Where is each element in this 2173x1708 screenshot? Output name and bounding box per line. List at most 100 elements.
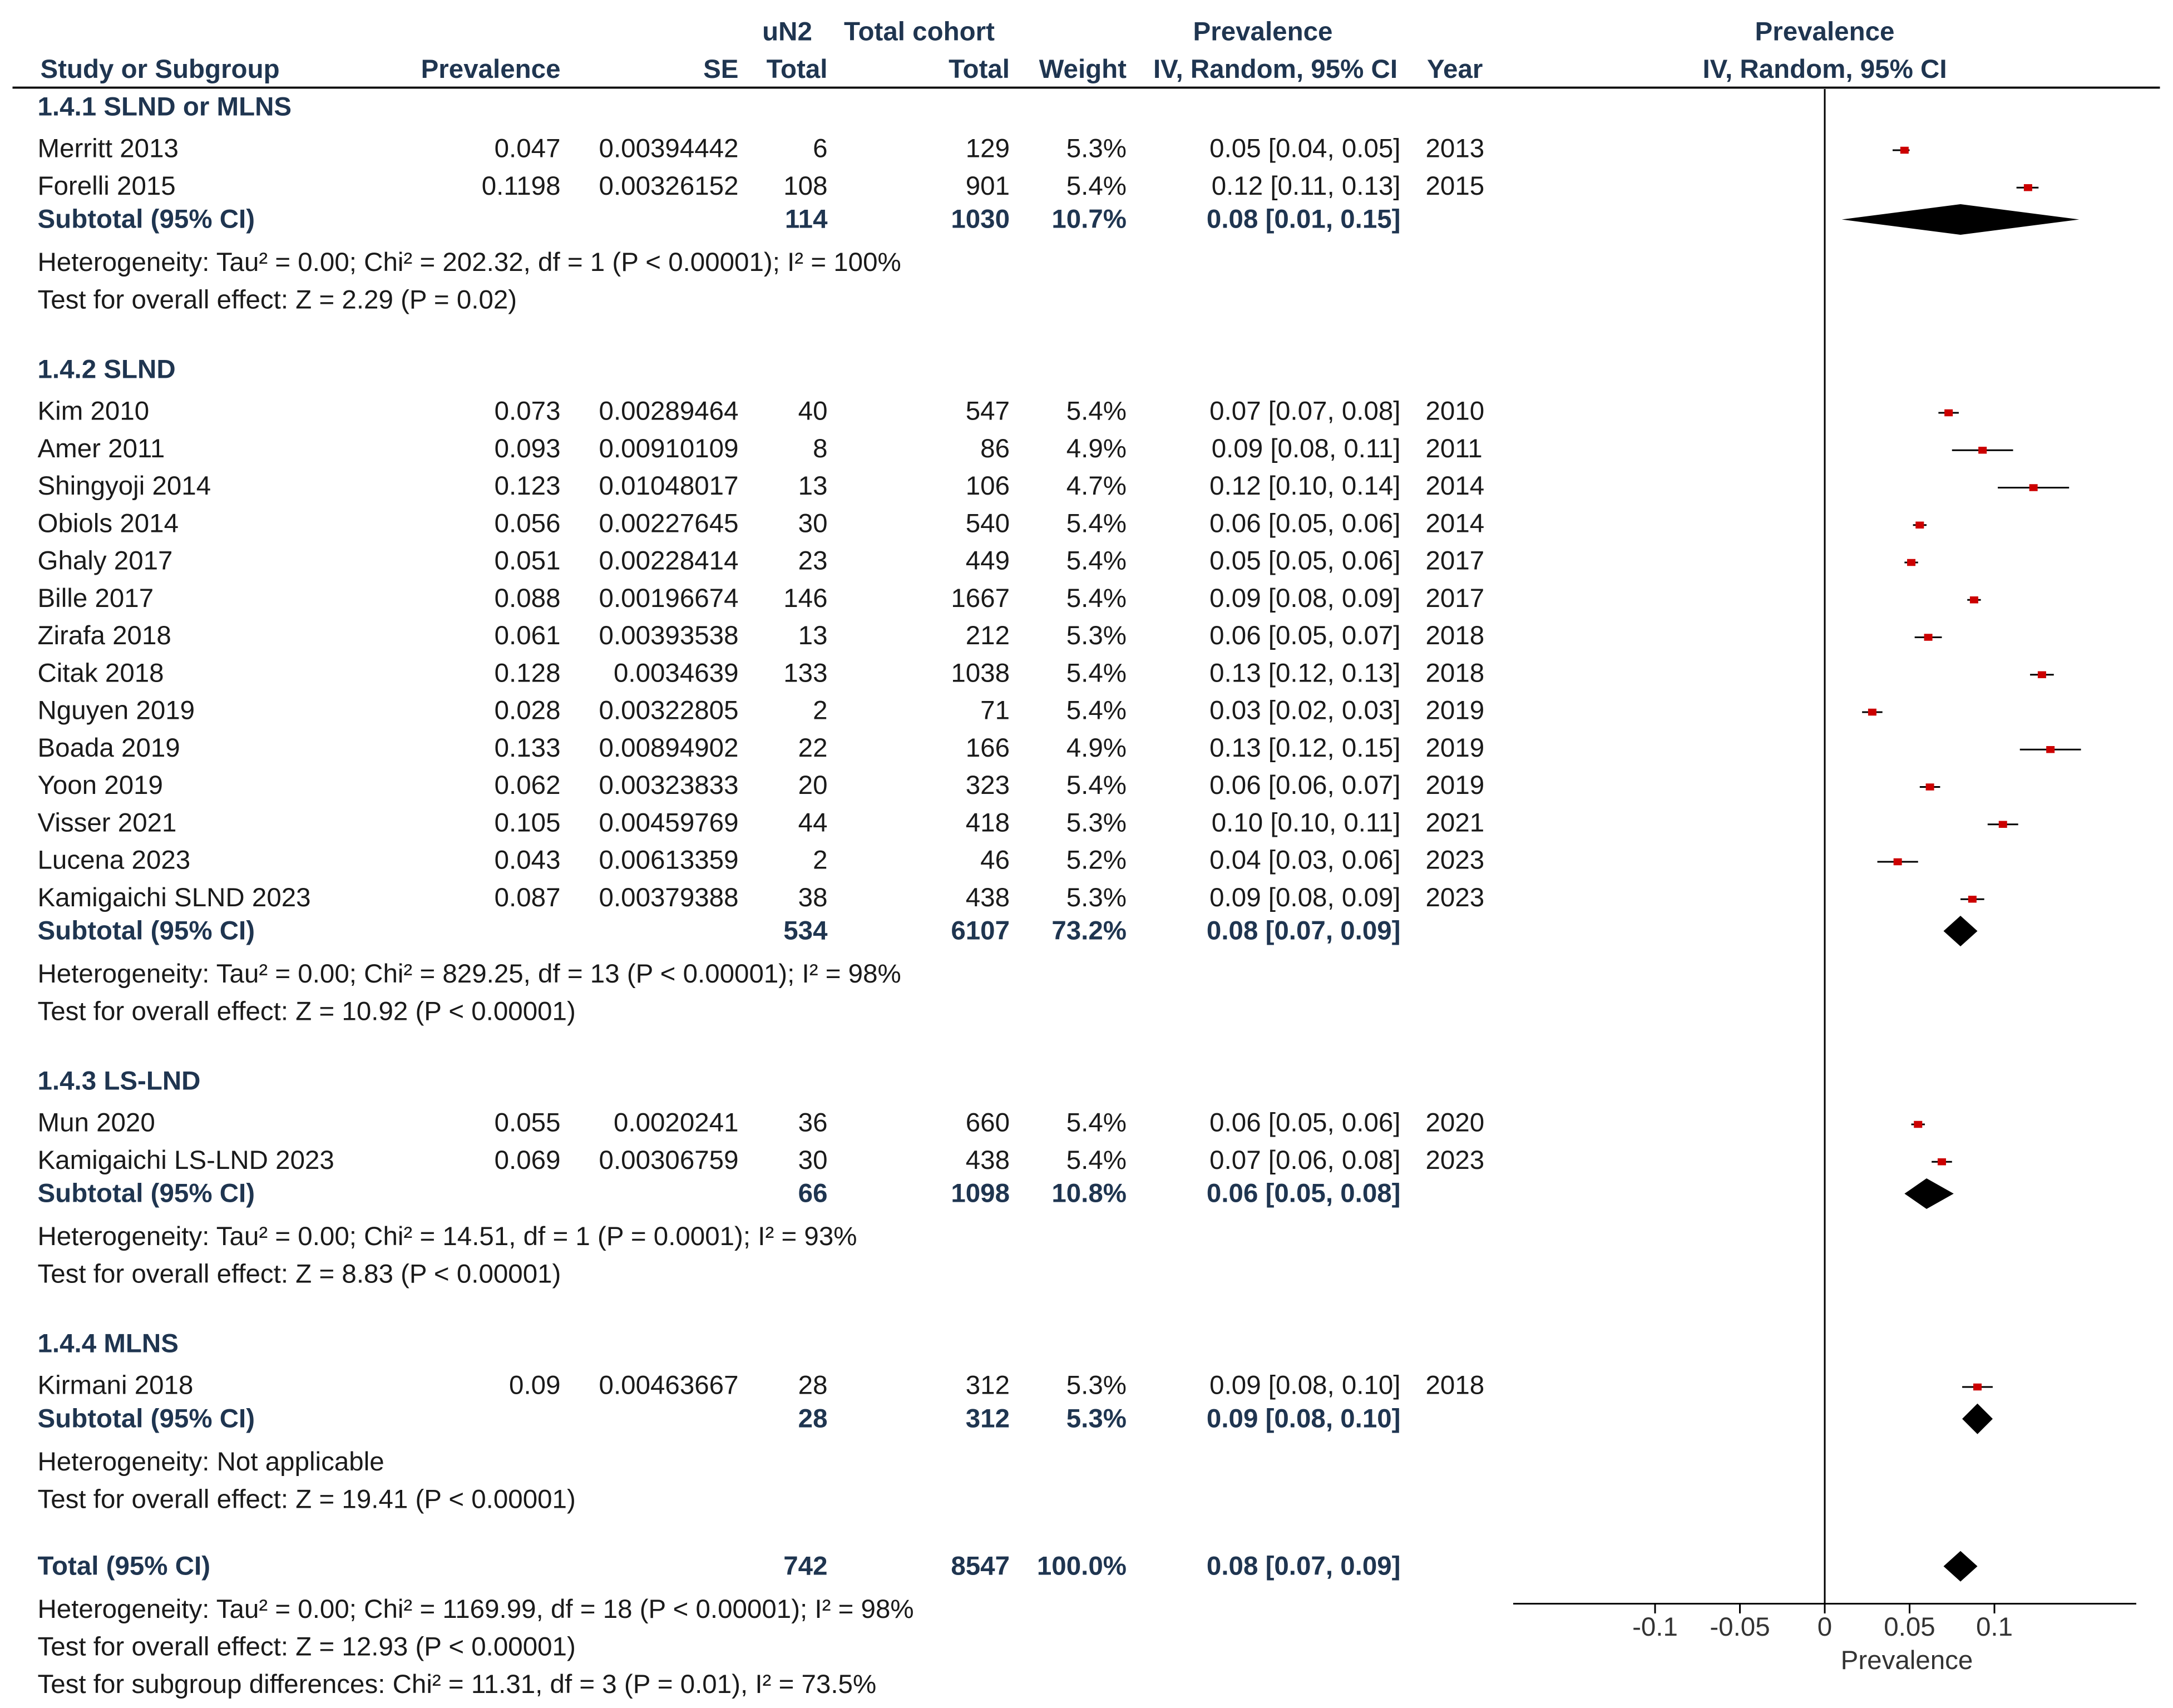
- total-un2: 742: [783, 1551, 827, 1581]
- subtotal-weight: 10.8%: [1051, 1179, 1127, 1208]
- study-point: [1937, 1158, 1946, 1166]
- study-year: 2010: [1426, 397, 1485, 426]
- study-se: 0.00227645: [599, 509, 739, 538]
- subtotal-label: Subtotal (95% CI): [38, 205, 255, 234]
- study-ci: 0.03 [0.02, 0.03]: [1209, 696, 1400, 725]
- subtotal-cohort-total: 312: [966, 1404, 1010, 1433]
- study-weight: 5.4%: [1066, 397, 1127, 426]
- study-point: [1900, 146, 1909, 154]
- subtotal-ci: 0.08 [0.07, 0.09]: [1207, 916, 1401, 946]
- study-year: 2019: [1426, 771, 1485, 800]
- header-un2: uN2: [762, 17, 812, 47]
- study-point: [2029, 484, 2038, 491]
- subtotal-un2-total: 28: [798, 1404, 828, 1433]
- study-prevalence: 0.055: [495, 1108, 561, 1138]
- study-row: Kirmani 2018 0.09 0.00463667 28 312 5.3% 0.09 …: [38, 1371, 1993, 1400]
- overall-effect-text: Test for overall effect: Z = 2.29 (P = 0…: [38, 285, 517, 315]
- study-row: Yoon 2019 0.062 0.00323833 20 323 5.4% 0.06 [0…: [38, 771, 1940, 800]
- study-prevalence: 0.105: [495, 808, 561, 837]
- subtotal-label: Subtotal (95% CI): [38, 916, 255, 946]
- study-row: Forelli 2015 0.1198 0.00326152 108 901 5.4% 0.…: [38, 171, 2039, 201]
- study-cohort-total: 129: [966, 134, 1010, 164]
- study-row: Amer 2011 0.093 0.00910109 8 86 4.9% 0.09 [0.0…: [38, 434, 2013, 463]
- study-row: Citak 2018 0.128 0.0034639 133 1038 5.4% 0.13 …: [38, 658, 2054, 688]
- total-row: Total (95% CI) 742 8547 100.0% 0.08 [0.07, 0…: [38, 1551, 1978, 1699]
- total-ci: 0.08 [0.07, 0.09]: [1207, 1551, 1401, 1581]
- study-name: Kirmani 2018: [38, 1371, 194, 1400]
- study-point: [1968, 896, 1977, 903]
- header-weight: Weight: [1039, 55, 1127, 84]
- study-name: Kamigaichi LS-LND 2023: [38, 1146, 334, 1175]
- study-cohort-total: 71: [980, 696, 1010, 725]
- study-point: [2037, 671, 2046, 678]
- header-se: SE: [703, 55, 738, 84]
- study-prevalence: 0.123: [495, 471, 561, 501]
- study-name: Mun 2020: [38, 1108, 155, 1138]
- subgroup-title: 1.4.1 SLND or MLNS: [38, 92, 292, 122]
- study-row: Kamigaichi LS-LND 2023 0.069 0.00306759 30 4…: [38, 1146, 1952, 1175]
- study-ci: 0.06 [0.05, 0.06]: [1209, 509, 1400, 538]
- study-weight: 5.4%: [1066, 1146, 1127, 1175]
- subtotal-diamond: [1962, 1403, 1993, 1434]
- study-name: Citak 2018: [38, 658, 164, 688]
- header-plot-ci: IV, Random, 95% CI: [1702, 55, 1947, 84]
- study-ci: 0.07 [0.07, 0.08]: [1209, 397, 1400, 426]
- study-weight: 5.4%: [1066, 771, 1127, 800]
- subgroup-differences: Test for subgroup differences: Chi² = 11…: [38, 1670, 877, 1699]
- study-name: Bille 2017: [38, 584, 154, 613]
- study-un2-total: 13: [798, 471, 828, 501]
- study-un2-total: 30: [798, 1146, 828, 1175]
- study-point: [1868, 708, 1876, 716]
- study-year: 2011: [1426, 434, 1483, 463]
- study-row: Visser 2021 0.105 0.00459769 44 418 5.3% 0.10 …: [38, 808, 2018, 837]
- study-ci: 0.10 [0.10, 0.11]: [1212, 808, 1401, 837]
- study-name: Nguyen 2019: [38, 696, 195, 725]
- study-weight: 4.9%: [1066, 434, 1127, 463]
- study-se: 0.00289464: [599, 397, 739, 426]
- subtotal-cohort-total: 1098: [951, 1179, 1010, 1208]
- study-prevalence: 0.09: [509, 1371, 560, 1400]
- study-cohort-total: 438: [966, 883, 1010, 912]
- x-tick-label: 0.05: [1884, 1612, 1935, 1642]
- study-point: [2046, 746, 2055, 753]
- study-row: Merritt 2013 0.047 0.00394442 6 129 5.3% 0.05 …: [38, 134, 1910, 164]
- subtotal-weight: 10.7%: [1051, 205, 1127, 234]
- subgroup-title: 1.4.2 SLND: [38, 355, 176, 384]
- study-weight: 5.4%: [1066, 584, 1127, 613]
- study-se: 0.00394442: [599, 134, 739, 164]
- study-prevalence: 0.056: [495, 509, 561, 538]
- study-prevalence: 0.047: [495, 134, 561, 164]
- study-ci: 0.12 [0.11, 0.13]: [1212, 171, 1401, 201]
- study-weight: 4.9%: [1066, 733, 1127, 763]
- x-tick-label: 0.1: [1976, 1612, 2013, 1642]
- study-weight: 5.3%: [1066, 134, 1127, 164]
- study-point: [1998, 821, 2007, 828]
- study-ci: 0.09 [0.08, 0.09]: [1209, 584, 1400, 613]
- study-se: 0.00306759: [599, 1146, 739, 1175]
- subgroup-1: 1.4.1 SLND or MLNS Merritt 2013 0.047 0.003…: [38, 92, 2080, 315]
- study-row: Shingyoji 2014 0.123 0.01048017 13 106 4.7% 0.…: [38, 471, 2070, 501]
- x-tick-label: 0: [1818, 1612, 1832, 1642]
- total-overall-effect: Test for overall effect: Z = 12.93 (P < …: [38, 1632, 576, 1661]
- header-un2-total: Total: [767, 55, 828, 84]
- study-cohort-total: 86: [980, 434, 1010, 463]
- subtotal-ci: 0.08 [0.01, 0.15]: [1207, 205, 1401, 234]
- study-weight: 5.3%: [1066, 621, 1127, 650]
- header-total-cohort: Total cohort: [844, 17, 995, 47]
- study-point: [1944, 409, 1953, 417]
- study-ci: 0.09 [0.08, 0.10]: [1209, 1371, 1400, 1400]
- study-name: Boada 2019: [38, 733, 180, 763]
- study-name: Kim 2010: [38, 397, 150, 426]
- study-cohort-total: 660: [966, 1108, 1010, 1138]
- study-ci: 0.05 [0.04, 0.05]: [1209, 134, 1400, 164]
- study-year: 2023: [1426, 846, 1485, 875]
- study-row: Kamigaichi SLND 2023 0.087 0.00379388 38 438…: [38, 883, 1984, 912]
- study-cohort-total: 418: [966, 808, 1010, 837]
- study-name: Amer 2011: [38, 434, 165, 463]
- study-se: 0.00463667: [599, 1371, 739, 1400]
- study-un2-total: 22: [798, 733, 828, 763]
- study-se: 0.00322805: [599, 696, 739, 725]
- study-name: Visser 2021: [38, 808, 177, 837]
- study-prevalence: 0.028: [495, 696, 561, 725]
